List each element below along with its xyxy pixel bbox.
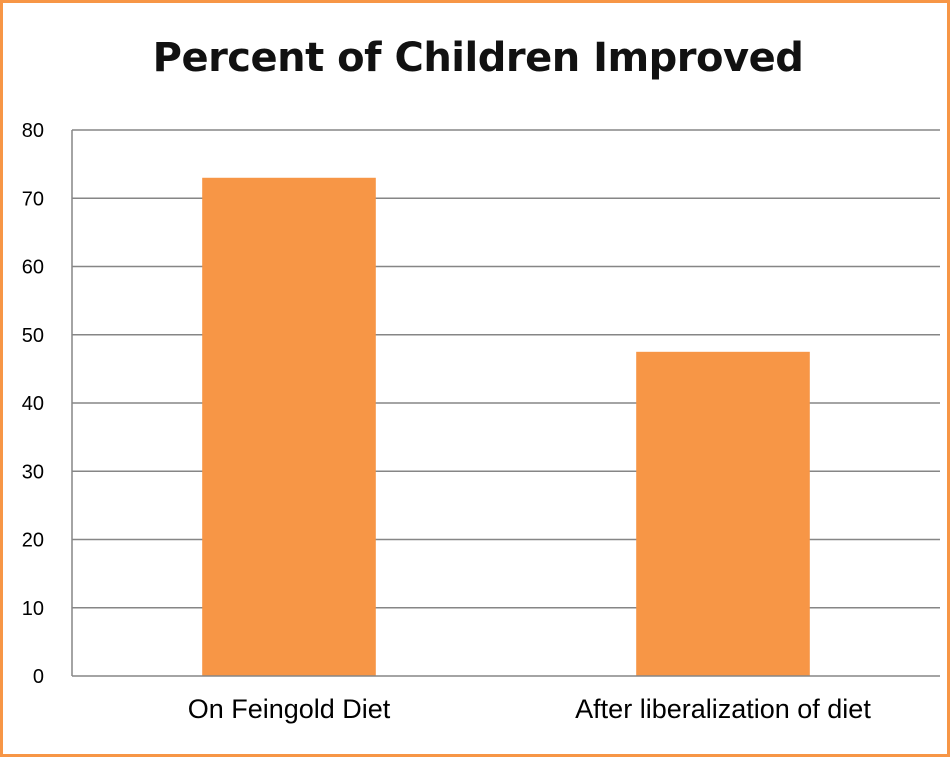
chart-title: Percent of Children Improved [152,35,804,81]
bar [202,177,376,676]
tick-labels: 0 10 20 30 40 50 60 70 80 On Feingold Diet After l… [22,120,872,724]
y-tick-label: 70 [22,188,44,210]
y-tick-label: 0 [33,666,44,688]
y-tick-label: 50 [22,325,44,347]
axes [71,130,940,677]
y-tick-label: 20 [22,530,44,552]
y-tick-label: 30 [22,461,44,483]
y-tick-label: 80 [22,120,44,142]
y-tick-label: 10 [22,598,44,620]
y-tick-label: 40 [22,393,44,415]
x-tick-label: On Feingold Diet [188,694,391,724]
y-tick-label: 60 [22,257,44,279]
bars [202,177,810,676]
x-tick-label: After liberalization of diet [575,694,871,724]
bar [636,351,810,676]
